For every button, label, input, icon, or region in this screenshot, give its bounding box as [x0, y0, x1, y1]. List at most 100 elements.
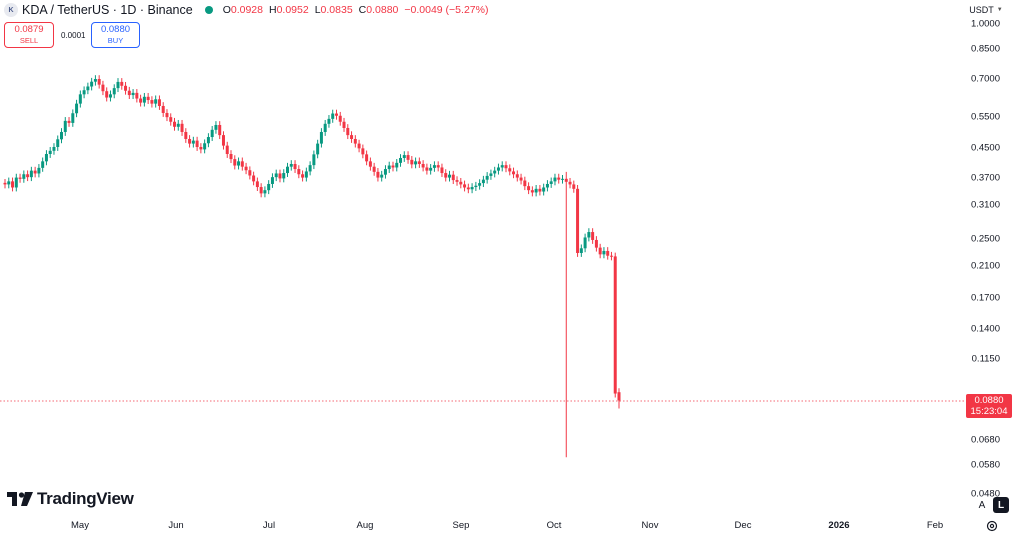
candle-body: [417, 161, 421, 164]
candle-body: [387, 165, 391, 170]
candle-body: [399, 157, 403, 163]
candle-body: [598, 247, 602, 255]
candle-body: [365, 154, 369, 162]
candle-body: [410, 159, 414, 165]
candle-body: [342, 121, 346, 128]
candle-body: [527, 186, 531, 191]
candle-body: [90, 81, 94, 87]
symbol-header: K KDA / TetherUS · 1D · Binance O0.0928 …: [4, 2, 488, 18]
price-tick-label: 0.1150: [971, 353, 1000, 365]
candle-body: [323, 123, 327, 132]
candle-body: [568, 181, 572, 185]
price-tick-label: 0.7000: [970, 73, 1000, 85]
candle-body: [263, 190, 267, 194]
candle-body: [391, 165, 395, 168]
candle-body: [538, 188, 542, 192]
candle-body: [75, 103, 79, 114]
price-axis[interactable]: 1.0000 0.8500 0.7000 0.5500 0.4500 0.3700 0.31…: [965, 0, 1014, 515]
candle-body: [282, 173, 286, 179]
candle-body: [7, 181, 11, 185]
market-open-dot-icon: [204, 6, 213, 14]
gear-icon[interactable]: [985, 519, 999, 533]
candle-body: [255, 181, 259, 188]
candlestick-chart[interactable]: [0, 0, 965, 515]
candle-body: [594, 239, 598, 248]
candle-body: [214, 124, 218, 130]
candle-body: [195, 140, 199, 147]
candle-body: [455, 180, 459, 182]
candle-body: [380, 174, 384, 178]
candle-body: [82, 90, 86, 95]
candle-body: [146, 96, 150, 101]
time-axis[interactable]: May Jun Jul Aug Sep Oct Nov Dec 2026 Feb: [0, 515, 1014, 535]
candle-body: [493, 170, 497, 174]
candle-body: [26, 174, 30, 178]
candle-body: [259, 187, 263, 194]
time-tick-label: Oct: [546, 520, 562, 531]
log-scale-button[interactable]: L: [993, 497, 1009, 513]
time-tick-label: Nov: [641, 520, 659, 531]
candle-body: [304, 171, 308, 178]
candle-body: [414, 161, 418, 165]
ohlc-high: H0.0952: [268, 4, 309, 16]
candle-body: [301, 174, 305, 178]
price-tick-label: 0.3100: [970, 199, 1000, 211]
candle-body: [86, 86, 90, 91]
candle-body: [229, 153, 233, 160]
candle-body: [579, 248, 583, 253]
candle-body: [173, 121, 177, 127]
candle-body: [97, 79, 101, 85]
candle-body: [436, 165, 440, 168]
buy-label: BUY: [107, 36, 124, 45]
candle-body: [184, 131, 188, 139]
candle-body: [534, 188, 538, 193]
candle-body: [331, 113, 335, 119]
candle-body: [199, 146, 203, 150]
price-tick-label: 0.5500: [970, 111, 1000, 123]
candle-body: [444, 173, 448, 178]
tradingview-logo[interactable]: TradingView: [7, 489, 134, 509]
candle-body: [350, 135, 354, 139]
currency-label: USDT: [969, 5, 994, 15]
candle-body: [334, 113, 338, 116]
candle-body: [515, 174, 519, 178]
symbol-title[interactable]: KDA / TetherUS · 1D · Binance: [22, 3, 193, 17]
currency-button[interactable]: USDT ▼: [968, 2, 1004, 18]
candle-body: [402, 155, 406, 158]
candle-body: [549, 181, 553, 184]
brand-name: TradingView: [37, 489, 134, 508]
ohlc-low: L0.0835: [314, 4, 353, 16]
chevron-down-icon: ▼: [996, 7, 1003, 13]
candle-body: [383, 169, 387, 175]
candle-body: [124, 85, 128, 91]
candle-body: [474, 185, 478, 188]
candle-body: [353, 138, 357, 144]
current-price-value: 0.0880: [974, 395, 1004, 406]
spread-value: 0.0001: [61, 31, 86, 40]
price-tick-label: 0.1400: [970, 323, 1000, 335]
candle-body: [489, 173, 493, 176]
candle-body: [127, 90, 131, 96]
candle-body: [564, 178, 568, 182]
auto-scale-button[interactable]: A: [978, 499, 986, 511]
candle-body: [14, 177, 18, 188]
buy-button[interactable]: 0.0880 BUY: [91, 22, 140, 48]
candle-body: [176, 123, 180, 127]
candle-body: [240, 161, 244, 167]
candle-body: [71, 113, 75, 123]
chart-area[interactable]: [0, 0, 965, 515]
price-tick-label: 0.4500: [970, 142, 1000, 154]
sell-button[interactable]: 0.0879 SELL: [4, 22, 54, 48]
candle-body: [583, 237, 587, 249]
candle-body: [463, 184, 467, 188]
candle-body: [154, 99, 158, 104]
candle-body: [587, 232, 591, 238]
time-tick-label: Aug: [356, 520, 374, 531]
candle-body: [29, 170, 33, 178]
time-tick-label: Jun: [168, 520, 184, 531]
candle-body: [169, 117, 173, 122]
candle-body: [131, 92, 135, 96]
candle-body: [248, 170, 252, 176]
candle-body: [180, 123, 184, 132]
candle-body: [108, 94, 112, 98]
